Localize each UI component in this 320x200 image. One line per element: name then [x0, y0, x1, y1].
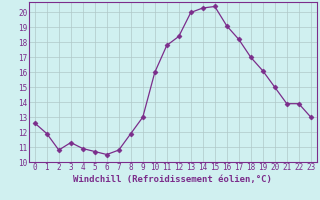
X-axis label: Windchill (Refroidissement éolien,°C): Windchill (Refroidissement éolien,°C)	[73, 175, 272, 184]
